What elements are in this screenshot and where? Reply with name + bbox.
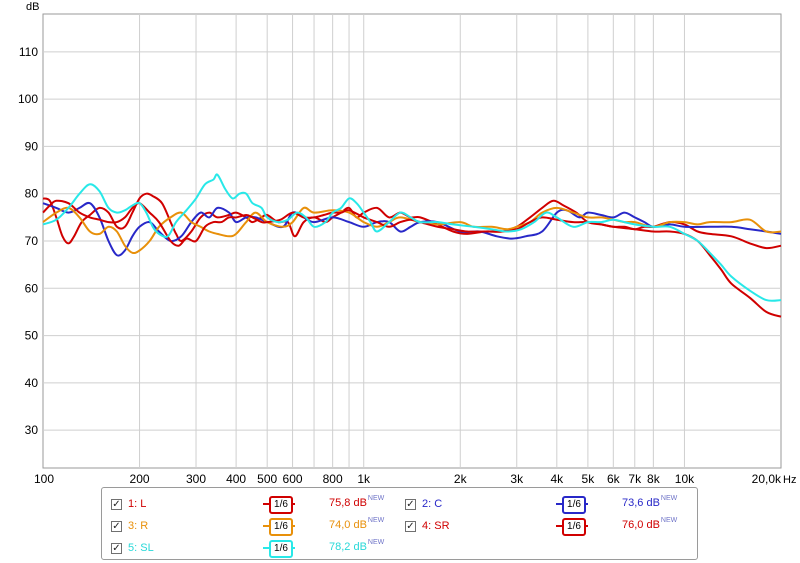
frequency-response-chart: 30 40 50 60 70 80 90 100 110 100 200 300 400 500 600 8… [18, 1, 796, 486]
y-tick-label: 30 [25, 423, 39, 437]
x-tick-label: 5k [582, 472, 596, 486]
smoothing-label-1-l: 1/6 [269, 496, 293, 514]
grid [43, 14, 781, 468]
legend-label-4-sr: 4: SR [422, 520, 450, 532]
legend-item-1-l[interactable]: ✓ 1: L [111, 494, 146, 514]
series-line-s5 [42, 173, 782, 302]
legend-label-2-c: 2: C [422, 498, 443, 510]
level-1-l: 75,8 dBNEW [329, 495, 385, 509]
y-tick-label: 50 [25, 329, 39, 343]
legend-item-4-sr[interactable]: ✓ 4: SR [405, 516, 450, 536]
x-tick-label: 8k [647, 472, 661, 486]
x-tick-label: 600 [283, 472, 303, 486]
legend-label-3-r: 3: R [128, 520, 149, 532]
checkbox-1-l[interactable]: ✓ [111, 498, 122, 510]
legend-label-1-l: 1: L [128, 498, 147, 510]
smoothing-label-3-r: 1/6 [269, 518, 293, 536]
x-tick-label: 800 [323, 472, 343, 486]
legend-label-5-sl: 5: SL [128, 542, 154, 554]
level-4-sr: 76,0 dBNEW [622, 517, 678, 531]
level-2-c: 73,6 dBNEW [622, 495, 678, 509]
x-tick-label: 3k [510, 472, 524, 486]
y-tick-label: 60 [25, 281, 39, 295]
checkbox-3-r[interactable]: ✓ [111, 520, 122, 532]
checkbox-2-c[interactable]: ✓ [405, 498, 416, 510]
level-5-sl: 78,2 dBNEW [329, 539, 385, 553]
y-tick-label: 110 [19, 45, 38, 59]
series-line-s2 [42, 201, 782, 257]
x-tick-label: 10k [675, 472, 695, 486]
legend-item-2-c[interactable]: ✓ 2: C [405, 494, 442, 514]
level-3-r: 74,0 dBNEW [329, 517, 385, 531]
x-tick-label: 100 [34, 472, 54, 486]
legend-item-5-sl[interactable]: ✓ 5: SL [111, 538, 154, 558]
legend: ✓ 1: L 1/6 75,8 dBNEW ✓ 2: C 1/6 73,6 dB… [101, 487, 698, 560]
x-tick-label: 200 [130, 472, 150, 486]
y-tick-label: 80 [25, 187, 39, 201]
y-tick-label: 70 [25, 234, 39, 248]
x-tick-label: 6k [607, 472, 621, 486]
smoothing-label-4-sr: 1/6 [562, 518, 586, 536]
curves [42, 173, 782, 318]
smoothing-label-2-c: 1/6 [562, 496, 586, 514]
x-tick-label: 4k [550, 472, 564, 486]
y-tick-label: 90 [25, 139, 39, 153]
y-axis-unit: dB [26, 1, 39, 13]
smoothing-label-5-sl: 1/6 [269, 540, 293, 558]
x-tick-label: 20,0k [752, 472, 782, 486]
legend-item-3-r[interactable]: ✓ 3: R [111, 516, 148, 536]
x-tick-label: 1k [357, 472, 371, 486]
checkbox-5-sl[interactable]: ✓ [111, 542, 122, 554]
x-tick-label: 500 [257, 472, 277, 486]
y-tick-label: 40 [25, 376, 39, 390]
y-tick-label: 100 [18, 92, 38, 106]
y-axis-ticks: 30 40 50 60 70 80 90 100 110 [18, 45, 38, 437]
x-axis-unit: Hz [783, 474, 796, 486]
x-tick-label: 300 [186, 472, 206, 486]
checkbox-4-sr[interactable]: ✓ [405, 520, 416, 532]
x-tick-label: 2k [454, 472, 468, 486]
x-tick-label: 400 [226, 472, 246, 486]
x-axis-ticks: 100 200 300 400 500 600 800 1k 2k 3k 4k 5k 6k 7k 8k 10k… [34, 472, 782, 486]
x-tick-label: 7k [628, 472, 642, 486]
